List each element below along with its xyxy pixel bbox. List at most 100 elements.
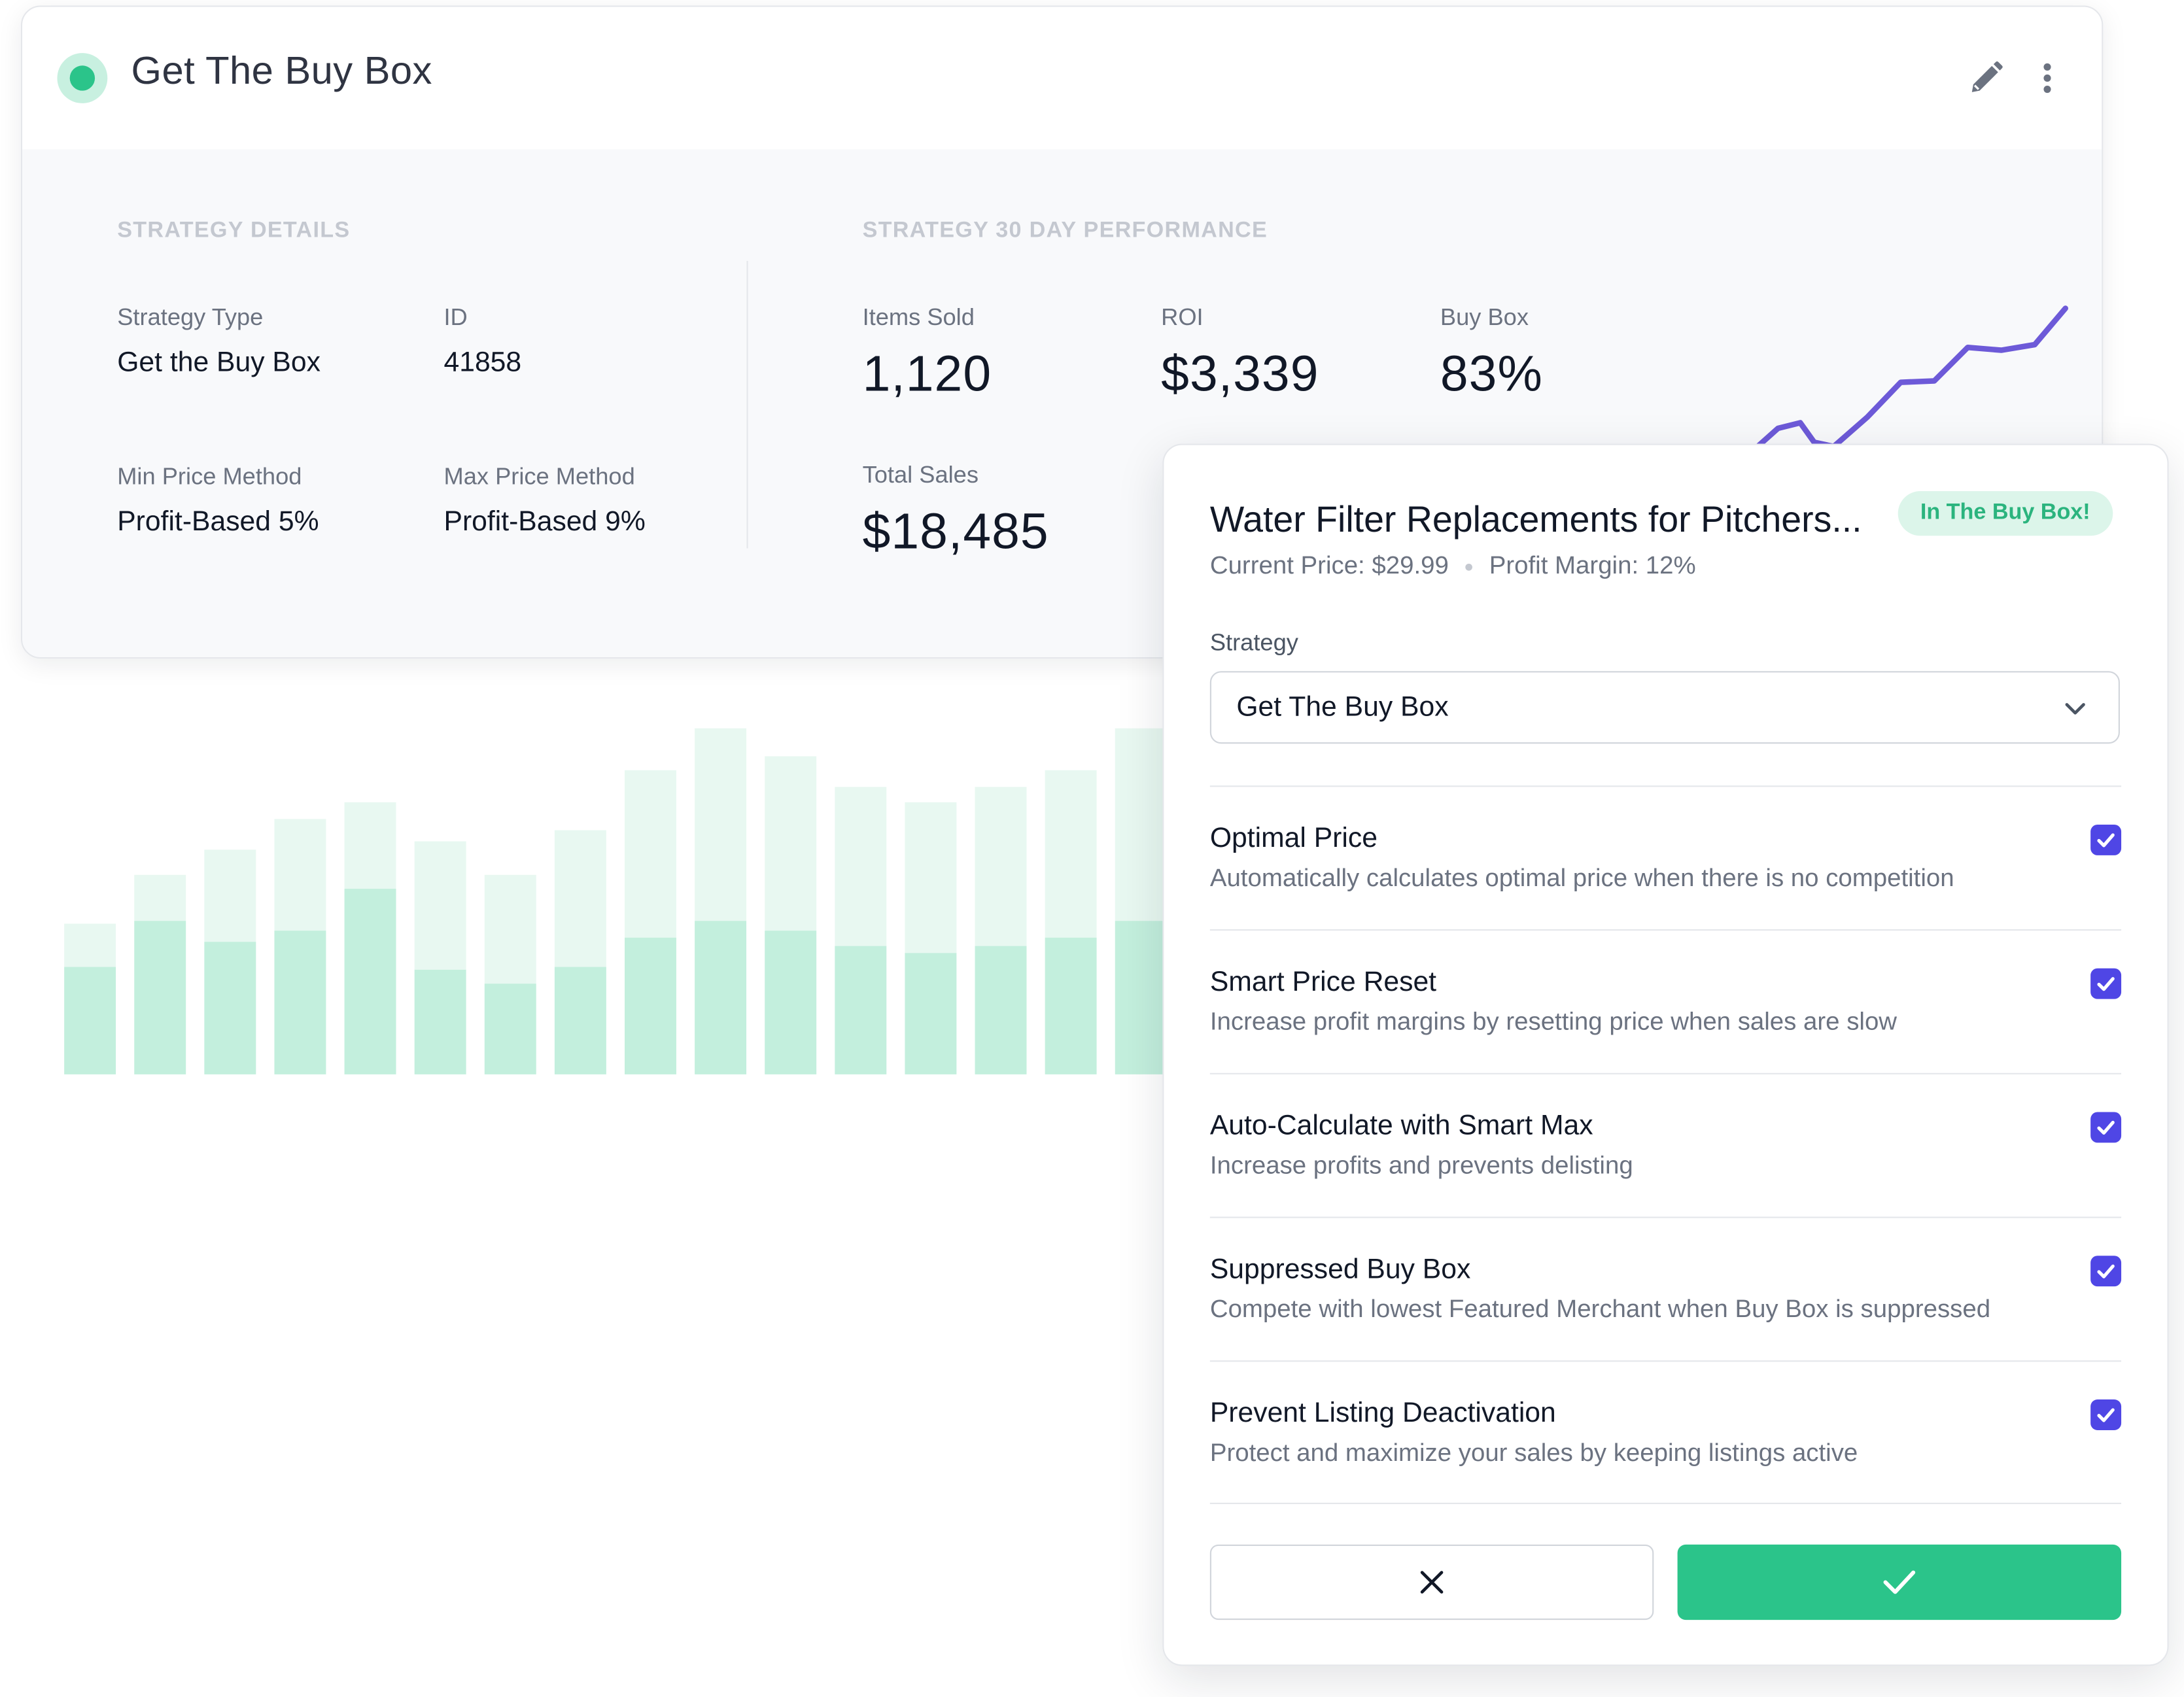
bar-lower-segment — [905, 953, 957, 1074]
id-label: ID — [443, 304, 468, 331]
bar-lower-segment — [695, 921, 747, 1074]
option-description: Compete with lowest Featured Merchant wh… — [1209, 1294, 1991, 1323]
option-auto-calculate-smart-max: Auto-Calculate with Smart Max Increase p… — [1209, 1072, 2122, 1217]
bar-upper-segment — [274, 819, 326, 931]
checkmark-icon — [2097, 1264, 2115, 1278]
bar-lower-segment — [344, 889, 396, 1074]
option-title: Smart Price Reset — [1209, 967, 1437, 998]
option-title: Optimal Price — [1209, 823, 1378, 854]
option-optimal-price: Optimal Price Automatically calculates o… — [1209, 785, 2122, 929]
bar-lower-segment — [274, 931, 326, 1074]
status-indicator-icon — [57, 53, 108, 103]
checkmark-icon — [2097, 1408, 2115, 1422]
separator-dot — [1465, 563, 1473, 571]
total-sales-label: Total Sales — [862, 462, 979, 489]
option-description: Protect and maximize your sales by keepi… — [1209, 1438, 1858, 1467]
bar-upper-segment — [905, 802, 957, 953]
chevron-down-icon — [2065, 703, 2085, 715]
strategy-card: Get The Buy Box STRATEGY DETAILS STRATEG… — [21, 5, 2104, 659]
option-prevent-listing-deactivation: Prevent Listing Deactivation Protect and… — [1209, 1360, 2122, 1504]
confirm-button[interactable] — [1677, 1544, 2122, 1620]
auto-calculate-checkbox[interactable] — [2090, 1112, 2122, 1143]
bar-upper-segment — [414, 841, 466, 970]
buy-box-status-badge: In The Buy Box! — [1898, 491, 2113, 536]
options-divider — [1209, 1502, 2122, 1505]
bar-upper-segment — [1045, 770, 1097, 938]
close-icon — [1420, 1571, 1444, 1594]
option-description: Automatically calculates optimal price w… — [1209, 863, 1954, 892]
bar-upper-segment — [975, 787, 1027, 946]
status-dot — [69, 65, 95, 91]
checkmark-icon — [2097, 833, 2115, 848]
strategy-select[interactable]: Get The Buy Box — [1209, 671, 2120, 744]
bar-upper-segment — [624, 770, 676, 938]
bar-lower-segment — [765, 931, 817, 1074]
details-heading: STRATEGY DETAILS — [117, 218, 351, 243]
items-sold-label: Items Sold — [862, 304, 975, 331]
option-smart-price-reset: Smart Price Reset Increase profit margin… — [1209, 929, 2122, 1073]
items-sold-value: 1,120 — [862, 344, 992, 402]
buy-box-label: Buy Box — [1440, 304, 1529, 331]
option-suppressed-buy-box: Suppressed Buy Box Compete with lowest F… — [1209, 1216, 2122, 1360]
strategy-select-value: Get The Buy Box — [1236, 692, 1449, 723]
bar-lower-segment — [975, 946, 1027, 1074]
strategy-options-list: Optimal Price Automatically calculates o… — [1209, 785, 2122, 1504]
strategy-type-value: Get the Buy Box — [117, 347, 321, 379]
optimal-price-checkbox[interactable] — [2090, 824, 2122, 855]
sparkline-series — [1742, 305, 2068, 456]
bar-upper-segment — [134, 874, 186, 921]
edit-pencil-icon[interactable] — [1965, 57, 2007, 99]
option-description: Increase profit margins by resetting pri… — [1209, 1007, 1898, 1036]
option-title: Auto-Calculate with Smart Max — [1209, 1110, 1593, 1142]
checkmark-icon — [2097, 1120, 2115, 1135]
prevent-deactivation-checkbox[interactable] — [2090, 1399, 2122, 1430]
strategy-type-label: Strategy Type — [117, 304, 264, 331]
min-price-method-value: Profit-Based 5% — [117, 506, 319, 538]
product-meta: Current Price: $29.99 Profit Margin: 12% — [1210, 551, 1696, 581]
max-price-method-label: Max Price Method — [443, 463, 635, 490]
total-sales-value: $18,485 — [862, 502, 1049, 560]
min-price-method-label: Min Price Method — [117, 463, 302, 490]
buy-box-value: 83% — [1440, 344, 1543, 402]
max-price-method-value: Profit-Based 9% — [443, 506, 646, 538]
strategy-field-label: Strategy — [1209, 629, 1298, 656]
cancel-button[interactable] — [1209, 1544, 1654, 1620]
option-description: Increase profits and prevents delisting — [1209, 1151, 1633, 1179]
strategy-title: Get The Buy Box — [131, 48, 432, 92]
bar-lower-segment — [134, 921, 186, 1074]
performance-heading: STRATEGY 30 DAY PERFORMANCE — [862, 218, 1268, 243]
bar-lower-segment — [204, 942, 256, 1074]
bar-lower-segment — [624, 937, 676, 1074]
bar-lower-segment — [484, 984, 536, 1074]
bar-upper-segment — [835, 787, 887, 946]
id-value: 41858 — [443, 347, 522, 379]
profit-margin: Profit Margin: 12% — [1489, 551, 1696, 579]
bar-upper-segment — [695, 728, 747, 921]
bar-upper-segment — [204, 849, 256, 942]
card-header: Get The Buy Box — [22, 7, 2102, 150]
option-title: Prevent Listing Deactivation — [1209, 1397, 1556, 1429]
strategy-edit-panel: Water Filter Replacements for Pitchers..… — [1162, 443, 2169, 1666]
current-price: Current Price: $29.99 — [1209, 551, 1449, 579]
suppressed-buy-box-checkbox[interactable] — [2090, 1256, 2122, 1287]
bar-lower-segment — [64, 967, 116, 1074]
bar-upper-segment — [484, 874, 536, 984]
sales-bar-chart — [64, 728, 1167, 1074]
bar-upper-segment — [554, 830, 606, 967]
bar-upper-segment — [344, 802, 396, 889]
roi-label: ROI — [1161, 304, 1204, 331]
checkmark-icon — [2097, 977, 2115, 991]
product-title: Water Filter Replacements for Pitchers..… — [1209, 498, 1862, 540]
checkmark-icon — [1883, 1570, 1916, 1594]
smart-price-reset-checkbox[interactable] — [2090, 968, 2122, 999]
bar-upper-segment — [765, 756, 817, 931]
bar-lower-segment — [835, 946, 887, 1074]
option-title: Suppressed Buy Box — [1209, 1254, 1471, 1286]
bar-upper-segment — [1115, 728, 1167, 921]
section-divider — [746, 260, 748, 549]
more-options-icon[interactable] — [2026, 57, 2068, 99]
bar-upper-segment — [64, 923, 116, 967]
bar-lower-segment — [554, 967, 606, 1074]
performance-sparkline — [1742, 305, 2068, 456]
